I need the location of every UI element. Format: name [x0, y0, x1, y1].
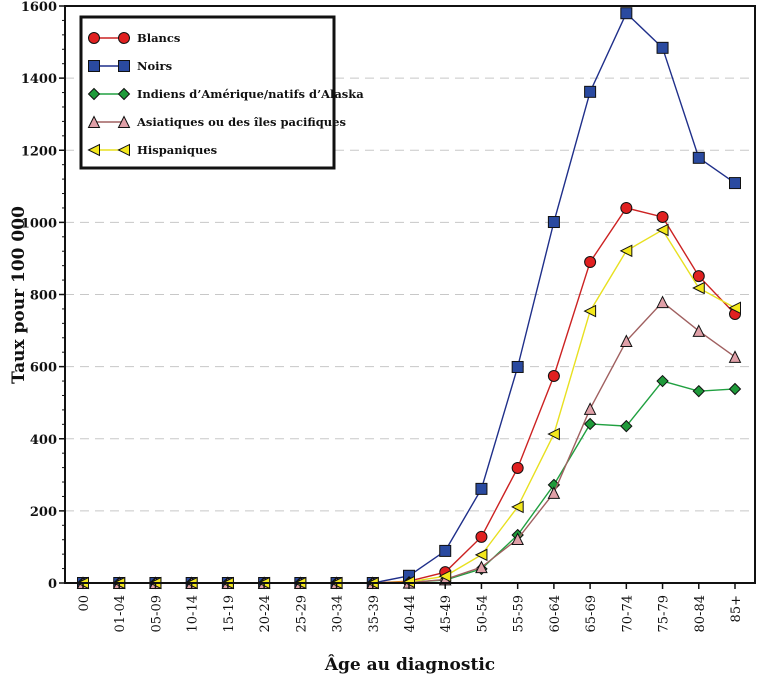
data-point — [475, 530, 488, 543]
data-point — [729, 177, 741, 190]
data-point — [692, 324, 706, 337]
data-point — [511, 500, 524, 514]
y-tick-label: 1400 — [21, 72, 57, 87]
data-point — [547, 370, 560, 383]
x-axis-label: Âge au diagnostic — [324, 654, 495, 675]
data-point — [547, 216, 560, 229]
series-line — [83, 229, 736, 584]
data-point — [475, 560, 488, 574]
x-tick-label: 45-49 — [439, 595, 454, 632]
x-tick-label: 05-09 — [149, 595, 164, 632]
data-point — [583, 304, 597, 318]
data-point — [692, 281, 705, 295]
data-point — [474, 548, 488, 562]
legend-marker — [117, 143, 130, 157]
series-3 — [76, 295, 742, 589]
data-point — [547, 427, 560, 441]
data-point — [656, 41, 669, 54]
y-tick-label: 0 — [48, 577, 57, 592]
data-point — [439, 544, 452, 557]
legend-label: Asiatiques ou des îles pacifiques — [136, 115, 346, 129]
data-point — [620, 7, 633, 20]
y-tick-label: 800 — [30, 289, 57, 304]
x-tick-label: 40-44 — [403, 595, 418, 632]
data-point — [584, 85, 597, 98]
x-tick-label: 80-84 — [693, 595, 708, 632]
data-point — [511, 360, 524, 373]
y-tick-label: 1200 — [21, 144, 57, 159]
legend-marker — [118, 32, 130, 44]
legend-marker — [117, 115, 131, 128]
data-point — [728, 382, 742, 396]
data-point — [583, 402, 597, 415]
legend-marker — [87, 115, 101, 128]
data-point — [475, 482, 488, 495]
data-point — [620, 201, 633, 214]
legend-marker — [87, 143, 100, 157]
data-point — [584, 256, 597, 269]
data-point — [583, 417, 597, 431]
data-point — [620, 334, 633, 348]
y-tick-label: 600 — [30, 361, 57, 376]
data-point — [656, 295, 669, 309]
y-tick-label: 400 — [30, 433, 57, 448]
data-point — [620, 419, 633, 433]
data-point — [655, 223, 669, 237]
x-tick-label: 50-54 — [475, 595, 490, 632]
x-tick-label: 70-74 — [620, 595, 635, 632]
x-tick-label: 65-69 — [584, 595, 599, 632]
y-tick-label: 1600 — [21, 0, 57, 15]
data-point — [656, 374, 669, 388]
y-axis-label: Taux pour 100 000 — [9, 206, 29, 384]
x-tick-label: 25-29 — [294, 595, 309, 632]
x-tick-label: 10-14 — [186, 595, 201, 632]
series-line — [83, 207, 736, 584]
x-tick-label: 60-64 — [548, 595, 563, 632]
data-point — [728, 301, 741, 315]
series-line — [83, 380, 736, 584]
data-point — [656, 210, 669, 223]
data-point — [728, 350, 742, 363]
series-2 — [76, 374, 742, 590]
y-tick-label: 1000 — [21, 216, 57, 231]
legend-marker — [117, 87, 131, 101]
series-0 — [77, 201, 741, 589]
x-tick-label: 75-79 — [657, 595, 672, 632]
y-tick-label: 200 — [30, 505, 57, 520]
x-tick-label: 30-34 — [331, 595, 346, 632]
x-tick-label: 15-19 — [222, 595, 237, 632]
legend-label: Indiens d’Amérique/natifs d’Alaska — [137, 87, 364, 101]
data-point — [511, 532, 524, 546]
data-point — [511, 461, 524, 474]
legend-label: Noirs — [137, 59, 172, 73]
x-tick-label: 35-39 — [367, 595, 382, 632]
gridlines — [65, 77, 755, 512]
legend-marker — [118, 60, 130, 72]
x-tick-label: 85+ — [729, 595, 744, 622]
legend-label: Blancs — [137, 31, 180, 45]
data-point — [547, 486, 561, 499]
legend: Blancs Noirs Indiens d’Amérique/natifs d’A… — [79, 15, 364, 170]
x-tick-label: 00 — [77, 595, 92, 612]
data-point — [692, 151, 705, 164]
axes: 0 200 400 600 800 1000 1200 1400 1600 00 01-04 05-0… — [21, 0, 744, 632]
legend-marker — [88, 32, 100, 44]
x-tick-label: 01-04 — [113, 595, 128, 632]
x-tick-label: 55-59 — [512, 595, 527, 632]
x-tick-label: 20-24 — [258, 595, 273, 632]
series-line — [83, 301, 736, 584]
legend-marker — [87, 87, 101, 101]
data-point — [619, 244, 633, 258]
data-point — [438, 569, 452, 583]
data-point — [692, 384, 705, 398]
legend-marker — [88, 60, 100, 72]
legend-label: Hispaniques — [137, 143, 217, 157]
series-4 — [76, 223, 741, 590]
data-point — [692, 270, 705, 283]
